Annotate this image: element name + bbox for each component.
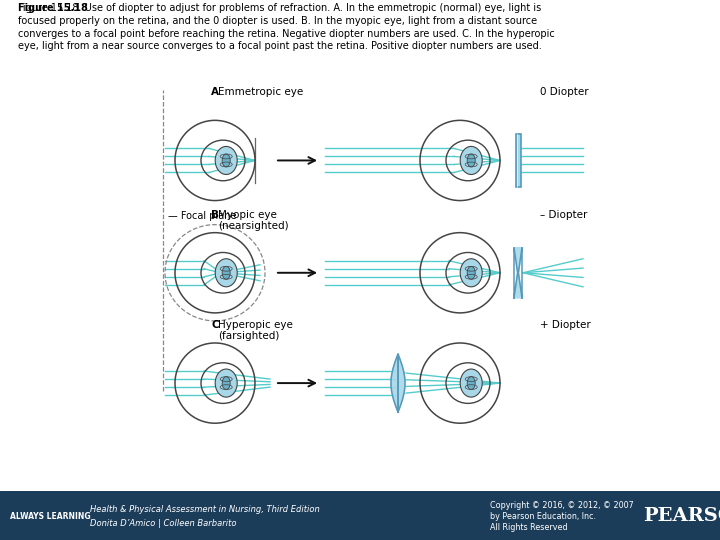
Text: Figure 15.18: Figure 15.18 bbox=[18, 3, 88, 13]
Ellipse shape bbox=[467, 266, 475, 279]
Text: All Rights Reserved: All Rights Reserved bbox=[490, 523, 567, 531]
Text: (nearsighted): (nearsighted) bbox=[218, 221, 289, 231]
Ellipse shape bbox=[222, 154, 230, 167]
Ellipse shape bbox=[467, 154, 475, 167]
Text: Hyperopic eye: Hyperopic eye bbox=[218, 320, 293, 330]
Text: A: A bbox=[211, 87, 219, 97]
Text: – Diopter: – Diopter bbox=[540, 210, 588, 220]
Text: Copyright © 2016, © 2012, © 2007: Copyright © 2016, © 2012, © 2007 bbox=[490, 501, 634, 510]
Text: Figure 15.18  Use of diopter to adjust for problems of refraction. A. In the emm: Figure 15.18 Use of diopter to adjust fo… bbox=[18, 3, 554, 51]
Ellipse shape bbox=[215, 369, 237, 397]
Text: PEARSON: PEARSON bbox=[643, 507, 720, 525]
Ellipse shape bbox=[215, 146, 237, 174]
Text: B: B bbox=[211, 210, 219, 220]
Text: C: C bbox=[211, 320, 219, 330]
Polygon shape bbox=[391, 354, 405, 412]
Text: Health & Physical Assessment in Nursing, Third Edition: Health & Physical Assessment in Nursing,… bbox=[90, 505, 320, 514]
Polygon shape bbox=[514, 248, 522, 298]
Ellipse shape bbox=[460, 369, 482, 397]
Text: Emmetropic eye: Emmetropic eye bbox=[218, 87, 303, 97]
Text: (farsighted): (farsighted) bbox=[218, 331, 279, 341]
Ellipse shape bbox=[467, 377, 475, 389]
Text: by Pearson Education, Inc.: by Pearson Education, Inc. bbox=[490, 512, 596, 521]
Ellipse shape bbox=[222, 266, 230, 279]
Ellipse shape bbox=[215, 259, 237, 287]
Text: — Focal plane: — Focal plane bbox=[168, 211, 236, 221]
Bar bbox=[516, 134, 521, 186]
Ellipse shape bbox=[460, 259, 482, 287]
Text: ALWAYS LEARNING: ALWAYS LEARNING bbox=[10, 512, 91, 521]
Text: 0 Diopter: 0 Diopter bbox=[540, 87, 589, 97]
Ellipse shape bbox=[460, 146, 482, 174]
Text: Myopic eye: Myopic eye bbox=[218, 210, 277, 220]
Text: + Diopter: + Diopter bbox=[540, 320, 590, 330]
Ellipse shape bbox=[222, 377, 230, 389]
Text: Donita D’Amico | Colleen Barbarito: Donita D’Amico | Colleen Barbarito bbox=[90, 518, 236, 528]
